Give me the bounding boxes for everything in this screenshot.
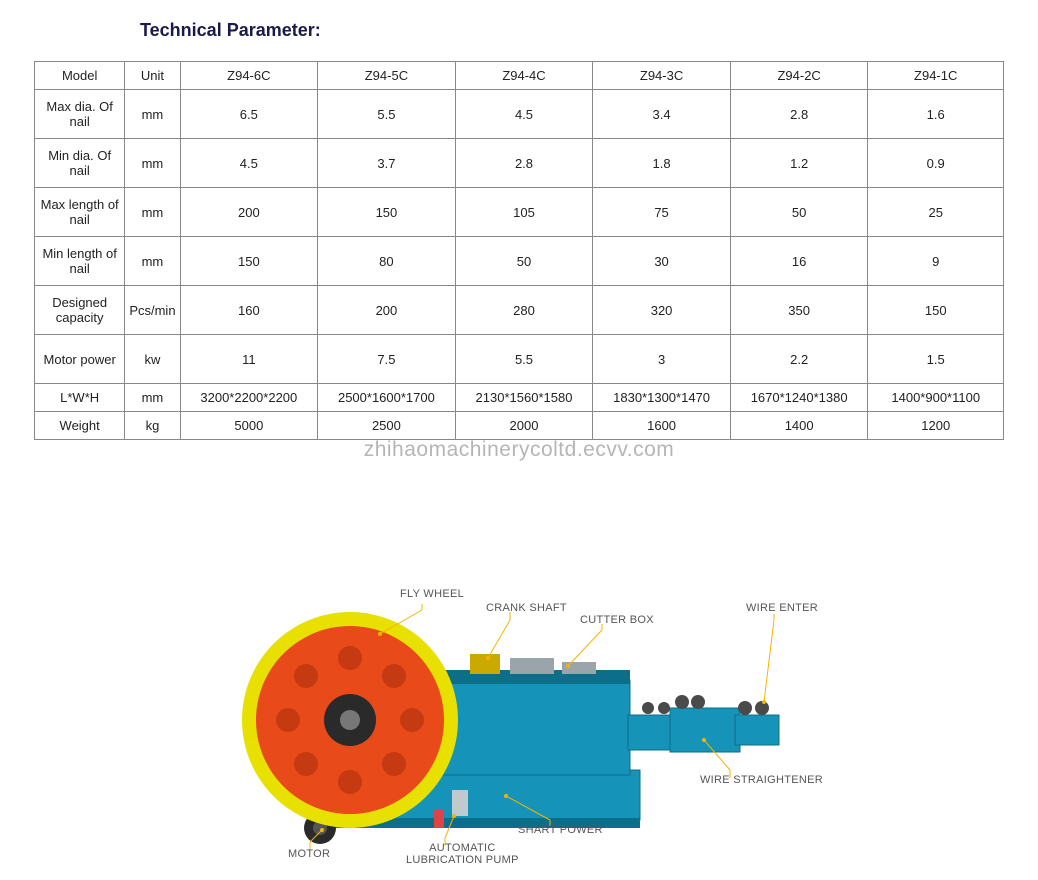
row-label: Designed capacity <box>35 286 125 335</box>
row-label: Max dia. Of nail <box>35 90 125 139</box>
cell-value: 150 <box>868 286 1004 335</box>
col-z944c: Z94-4C <box>455 62 593 90</box>
label-autopump: AUTOMATIC LUBRICATION PUMP <box>406 842 519 866</box>
row-label: Motor power <box>35 335 125 384</box>
col-model: Model <box>35 62 125 90</box>
page-title: Technical Parameter: <box>140 20 1038 41</box>
cell-value: 75 <box>593 188 731 237</box>
cell-value: 2000 <box>455 412 593 440</box>
cell-value: 5.5 <box>455 335 593 384</box>
cell-value: 2130*1560*1580 <box>455 384 593 412</box>
col-z942c: Z94-2C <box>730 62 868 90</box>
watermark-text: zhihaomachinerycoltd.ecvv.com <box>0 438 1038 462</box>
cell-value: 160 <box>180 286 318 335</box>
row-label: Min length of nail <box>35 237 125 286</box>
table-row: Weightkg500025002000160014001200 <box>35 412 1004 440</box>
cell-value: 5000 <box>180 412 318 440</box>
row-unit: mm <box>125 188 180 237</box>
cell-value: 1600 <box>593 412 731 440</box>
cell-value: 1670*1240*1380 <box>730 384 868 412</box>
table-row: Max length of nailmm200150105755025 <box>35 188 1004 237</box>
cell-value: 1.8 <box>593 139 731 188</box>
cell-value: 105 <box>455 188 593 237</box>
row-unit: mm <box>125 237 180 286</box>
row-unit: mm <box>125 90 180 139</box>
cell-value: 3 <box>593 335 731 384</box>
cell-value: 30 <box>593 237 731 286</box>
col-z943c: Z94-3C <box>593 62 731 90</box>
cell-value: 1400 <box>730 412 868 440</box>
cell-value: 0.9 <box>868 139 1004 188</box>
cell-value: 3.4 <box>593 90 731 139</box>
cell-value: 6.5 <box>180 90 318 139</box>
table-row: L*W*Hmm3200*2200*22002500*1600*17002130*… <box>35 384 1004 412</box>
table-row: Min length of nailmm150805030169 <box>35 237 1004 286</box>
cell-value: 1.6 <box>868 90 1004 139</box>
table-row: Designed capacityPcs/min1602002803203501… <box>35 286 1004 335</box>
label-wirestraightener: WIRE STRAIGHTENER <box>700 774 823 786</box>
parameter-table: Model Unit Z94-6C Z94-5C Z94-4C Z94-3C Z… <box>34 61 1004 440</box>
row-label: L*W*H <box>35 384 125 412</box>
cell-value: 25 <box>868 188 1004 237</box>
cell-value: 11 <box>180 335 318 384</box>
label-wireenter: WIRE ENTER <box>746 602 818 614</box>
row-label: Max length of nail <box>35 188 125 237</box>
label-crankshaft: CRANK SHAFT <box>486 602 567 614</box>
table-header-row: Model Unit Z94-6C Z94-5C Z94-4C Z94-3C Z… <box>35 62 1004 90</box>
label-motor: MOTOR <box>288 848 330 860</box>
cell-value: 3200*2200*2200 <box>180 384 318 412</box>
cell-value: 50 <box>455 237 593 286</box>
label-flywheel: FLY WHEEL <box>400 588 464 600</box>
cell-value: 2500*1600*1700 <box>318 384 456 412</box>
cell-value: 150 <box>180 237 318 286</box>
row-unit: Pcs/min <box>125 286 180 335</box>
cell-value: 350 <box>730 286 868 335</box>
table-row: Max dia. Of nailmm6.55.54.53.42.81.6 <box>35 90 1004 139</box>
cell-value: 1400*900*1100 <box>868 384 1004 412</box>
col-z946c: Z94-6C <box>180 62 318 90</box>
cell-value: 9 <box>868 237 1004 286</box>
row-unit: mm <box>125 139 180 188</box>
row-unit: mm <box>125 384 180 412</box>
label-shartpower: SHART POWER <box>518 824 603 836</box>
cell-value: 200 <box>180 188 318 237</box>
cell-value: 1200 <box>868 412 1004 440</box>
row-label: Weight <box>35 412 125 440</box>
cell-value: 2.8 <box>455 139 593 188</box>
cell-value: 3.7 <box>318 139 456 188</box>
cell-value: 200 <box>318 286 456 335</box>
cell-value: 2500 <box>318 412 456 440</box>
cell-value: 7.5 <box>318 335 456 384</box>
col-z945c: Z94-5C <box>318 62 456 90</box>
cell-value: 320 <box>593 286 731 335</box>
row-unit: kw <box>125 335 180 384</box>
machine-diagram: FLY WHEEL CRANK SHAFT CUTTER BOX WIRE EN… <box>170 580 870 870</box>
col-z941c: Z94-1C <box>868 62 1004 90</box>
cell-value: 50 <box>730 188 868 237</box>
row-label: Min dia. Of nail <box>35 139 125 188</box>
col-unit: Unit <box>125 62 180 90</box>
cell-value: 1830*1300*1470 <box>593 384 731 412</box>
cell-value: 2.2 <box>730 335 868 384</box>
row-unit: kg <box>125 412 180 440</box>
cell-value: 2.8 <box>730 90 868 139</box>
cell-value: 150 <box>318 188 456 237</box>
table-row: Min dia. Of nailmm4.53.72.81.81.20.9 <box>35 139 1004 188</box>
cell-value: 16 <box>730 237 868 286</box>
cell-value: 4.5 <box>180 139 318 188</box>
cell-value: 4.5 <box>455 90 593 139</box>
cell-value: 280 <box>455 286 593 335</box>
cell-value: 1.2 <box>730 139 868 188</box>
label-cutterbox: CUTTER BOX <box>580 614 654 626</box>
cell-value: 80 <box>318 237 456 286</box>
cell-value: 1.5 <box>868 335 1004 384</box>
table-row: Motor powerkw117.55.532.21.5 <box>35 335 1004 384</box>
cell-value: 5.5 <box>318 90 456 139</box>
